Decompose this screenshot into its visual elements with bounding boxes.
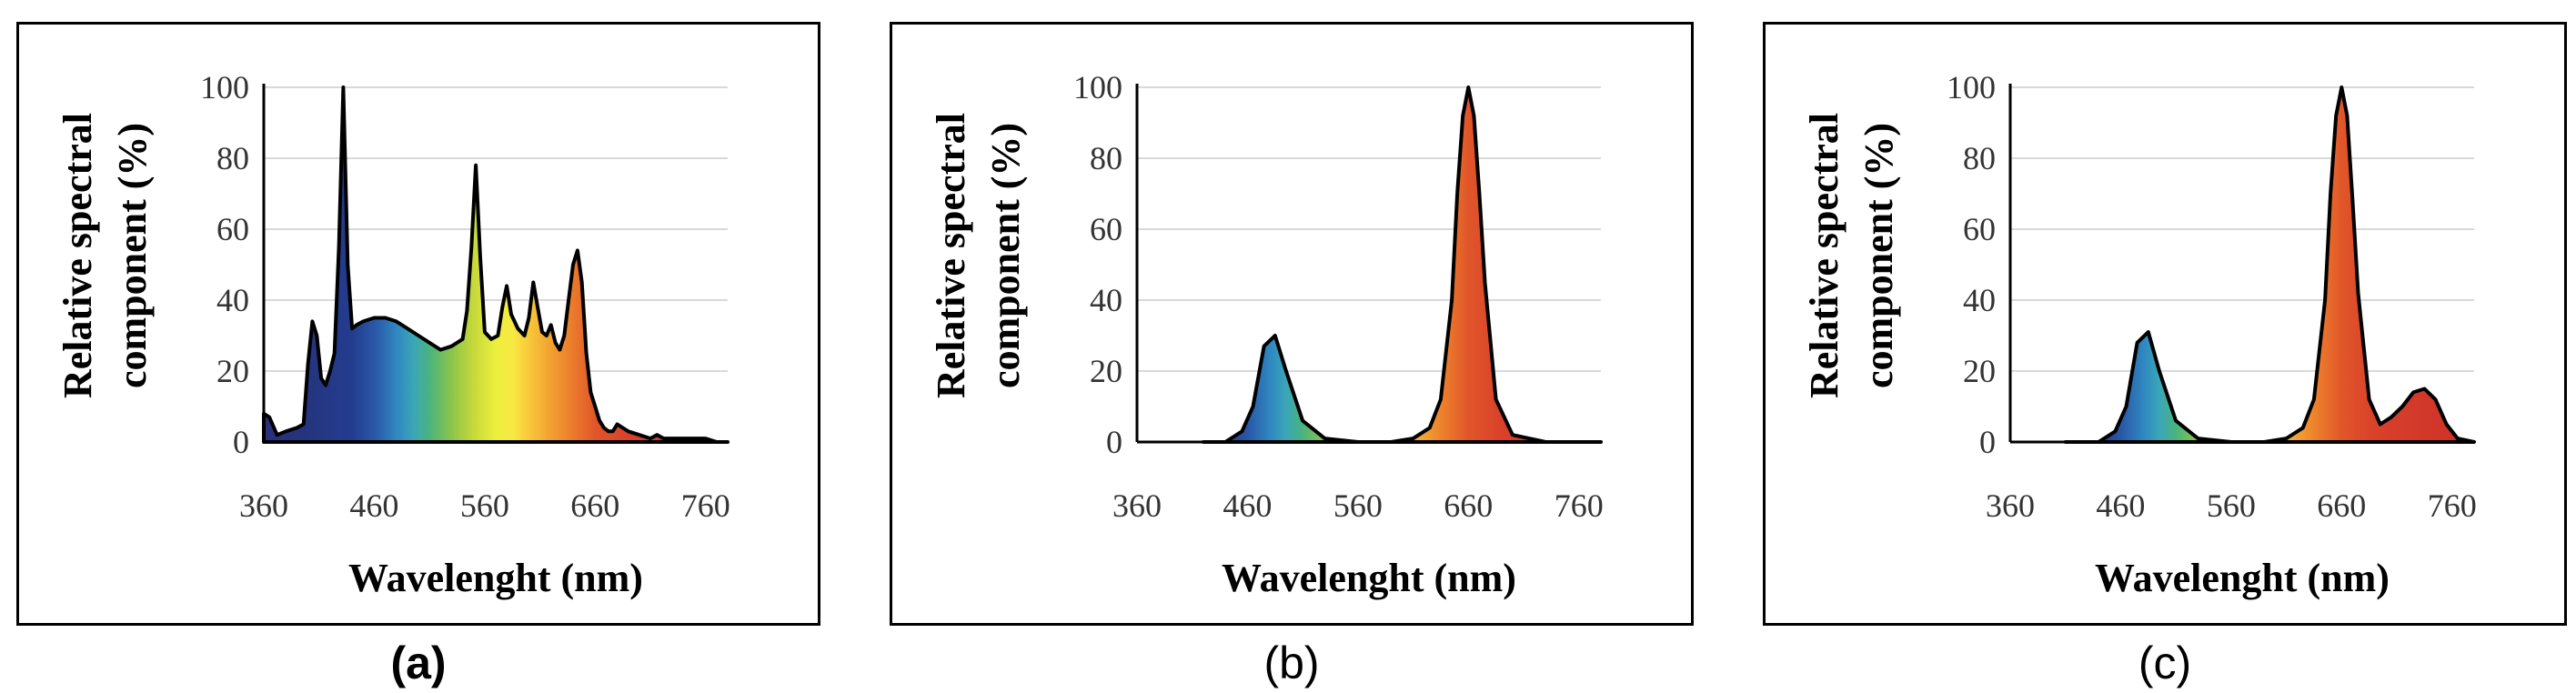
y-tick-label: 100 [200, 69, 249, 105]
y-axis-title-line2: component (%) [1857, 123, 1901, 388]
y-axis-title-line1: Relative spectral [929, 113, 973, 398]
y-tick-label: 80 [1963, 140, 1996, 176]
x-tick-label: 560 [2207, 487, 2256, 524]
chart-frame [890, 22, 1694, 626]
chart-caption: (b) [1263, 638, 1320, 688]
y-tick-label: 100 [1947, 69, 1996, 105]
x-tick-label: 760 [1555, 487, 1604, 524]
y-axis-title-line2: component (%) [983, 123, 1028, 388]
panel-a: 0 20 40 60 80 100 360 460 560 660 760 Wavelenght (n… [0, 0, 820, 693]
y-tick-label: 20 [1090, 353, 1122, 389]
panel-b: 0 20 40 60 80 100 360 460 560 660 760 Wavelenght (n… [873, 0, 1694, 693]
spectrum-chart-b: 0 20 40 60 80 100 360 460 560 660 760 Wavelenght (n… [929, 69, 1604, 600]
spectrum-chart-a: 0 20 40 60 80 100 360 460 560 660 760 Wavelenght (n… [55, 69, 730, 600]
x-tick-label: 660 [1444, 487, 1493, 524]
x-axis-title: Wavelenght (nm) [1222, 556, 1516, 600]
y-tick-label: 0 [1106, 424, 1122, 460]
chart-frame [1763, 22, 2567, 626]
x-tick-label: 660 [2317, 487, 2366, 524]
chart-caption: (c) [2138, 638, 2192, 688]
chart-caption: (a) [390, 638, 447, 688]
spectrum-area [1201, 85, 1603, 444]
y-tick-label: 20 [216, 353, 249, 389]
y-axis-title-line2: component (%) [110, 123, 155, 388]
y-axis-title-line1: Relative spectral [1802, 113, 1846, 398]
x-tick-label: 460 [349, 487, 398, 524]
x-tick-label: 360 [1112, 487, 1162, 524]
x-axis-title: Wavelenght (nm) [348, 556, 643, 600]
y-tick-label: 80 [216, 140, 249, 176]
x-tick-label: 460 [2096, 487, 2145, 524]
x-tick-label: 360 [239, 487, 288, 524]
spectrum-area [262, 85, 730, 444]
x-tick-label: 360 [1986, 487, 2035, 524]
panel-c: 0 20 40 60 80 100 360 460 560 660 760 Wavelenght (n… [1746, 0, 2567, 693]
y-tick-label: 40 [1963, 282, 1996, 318]
y-tick-label: 60 [216, 211, 249, 247]
chart-frame [16, 22, 820, 626]
x-tick-label: 760 [2428, 487, 2477, 524]
y-axis-title-line1: Relative spectral [55, 113, 100, 398]
y-tick-label: 20 [1963, 353, 1996, 389]
x-tick-label: 760 [681, 487, 730, 524]
y-tick-label: 0 [1979, 424, 1996, 460]
y-tick-label: 80 [1090, 140, 1122, 176]
x-tick-label: 660 [570, 487, 619, 524]
x-tick-label: 560 [460, 487, 509, 524]
y-tick-label: 40 [1090, 282, 1122, 318]
y-tick-label: 60 [1090, 211, 1122, 247]
x-tick-label: 560 [1333, 487, 1383, 524]
spectrum-chart-c: 0 20 40 60 80 100 360 460 560 660 760 Wavelenght (n… [1802, 69, 2477, 600]
x-tick-label: 460 [1223, 487, 1272, 524]
y-tick-label: 0 [233, 424, 249, 460]
y-tick-label: 60 [1963, 211, 1996, 247]
x-axis-title: Wavelenght (nm) [2095, 556, 2390, 600]
y-tick-label: 100 [1073, 69, 1122, 105]
y-tick-label: 40 [216, 282, 249, 318]
spectrum-area [2063, 85, 2476, 444]
